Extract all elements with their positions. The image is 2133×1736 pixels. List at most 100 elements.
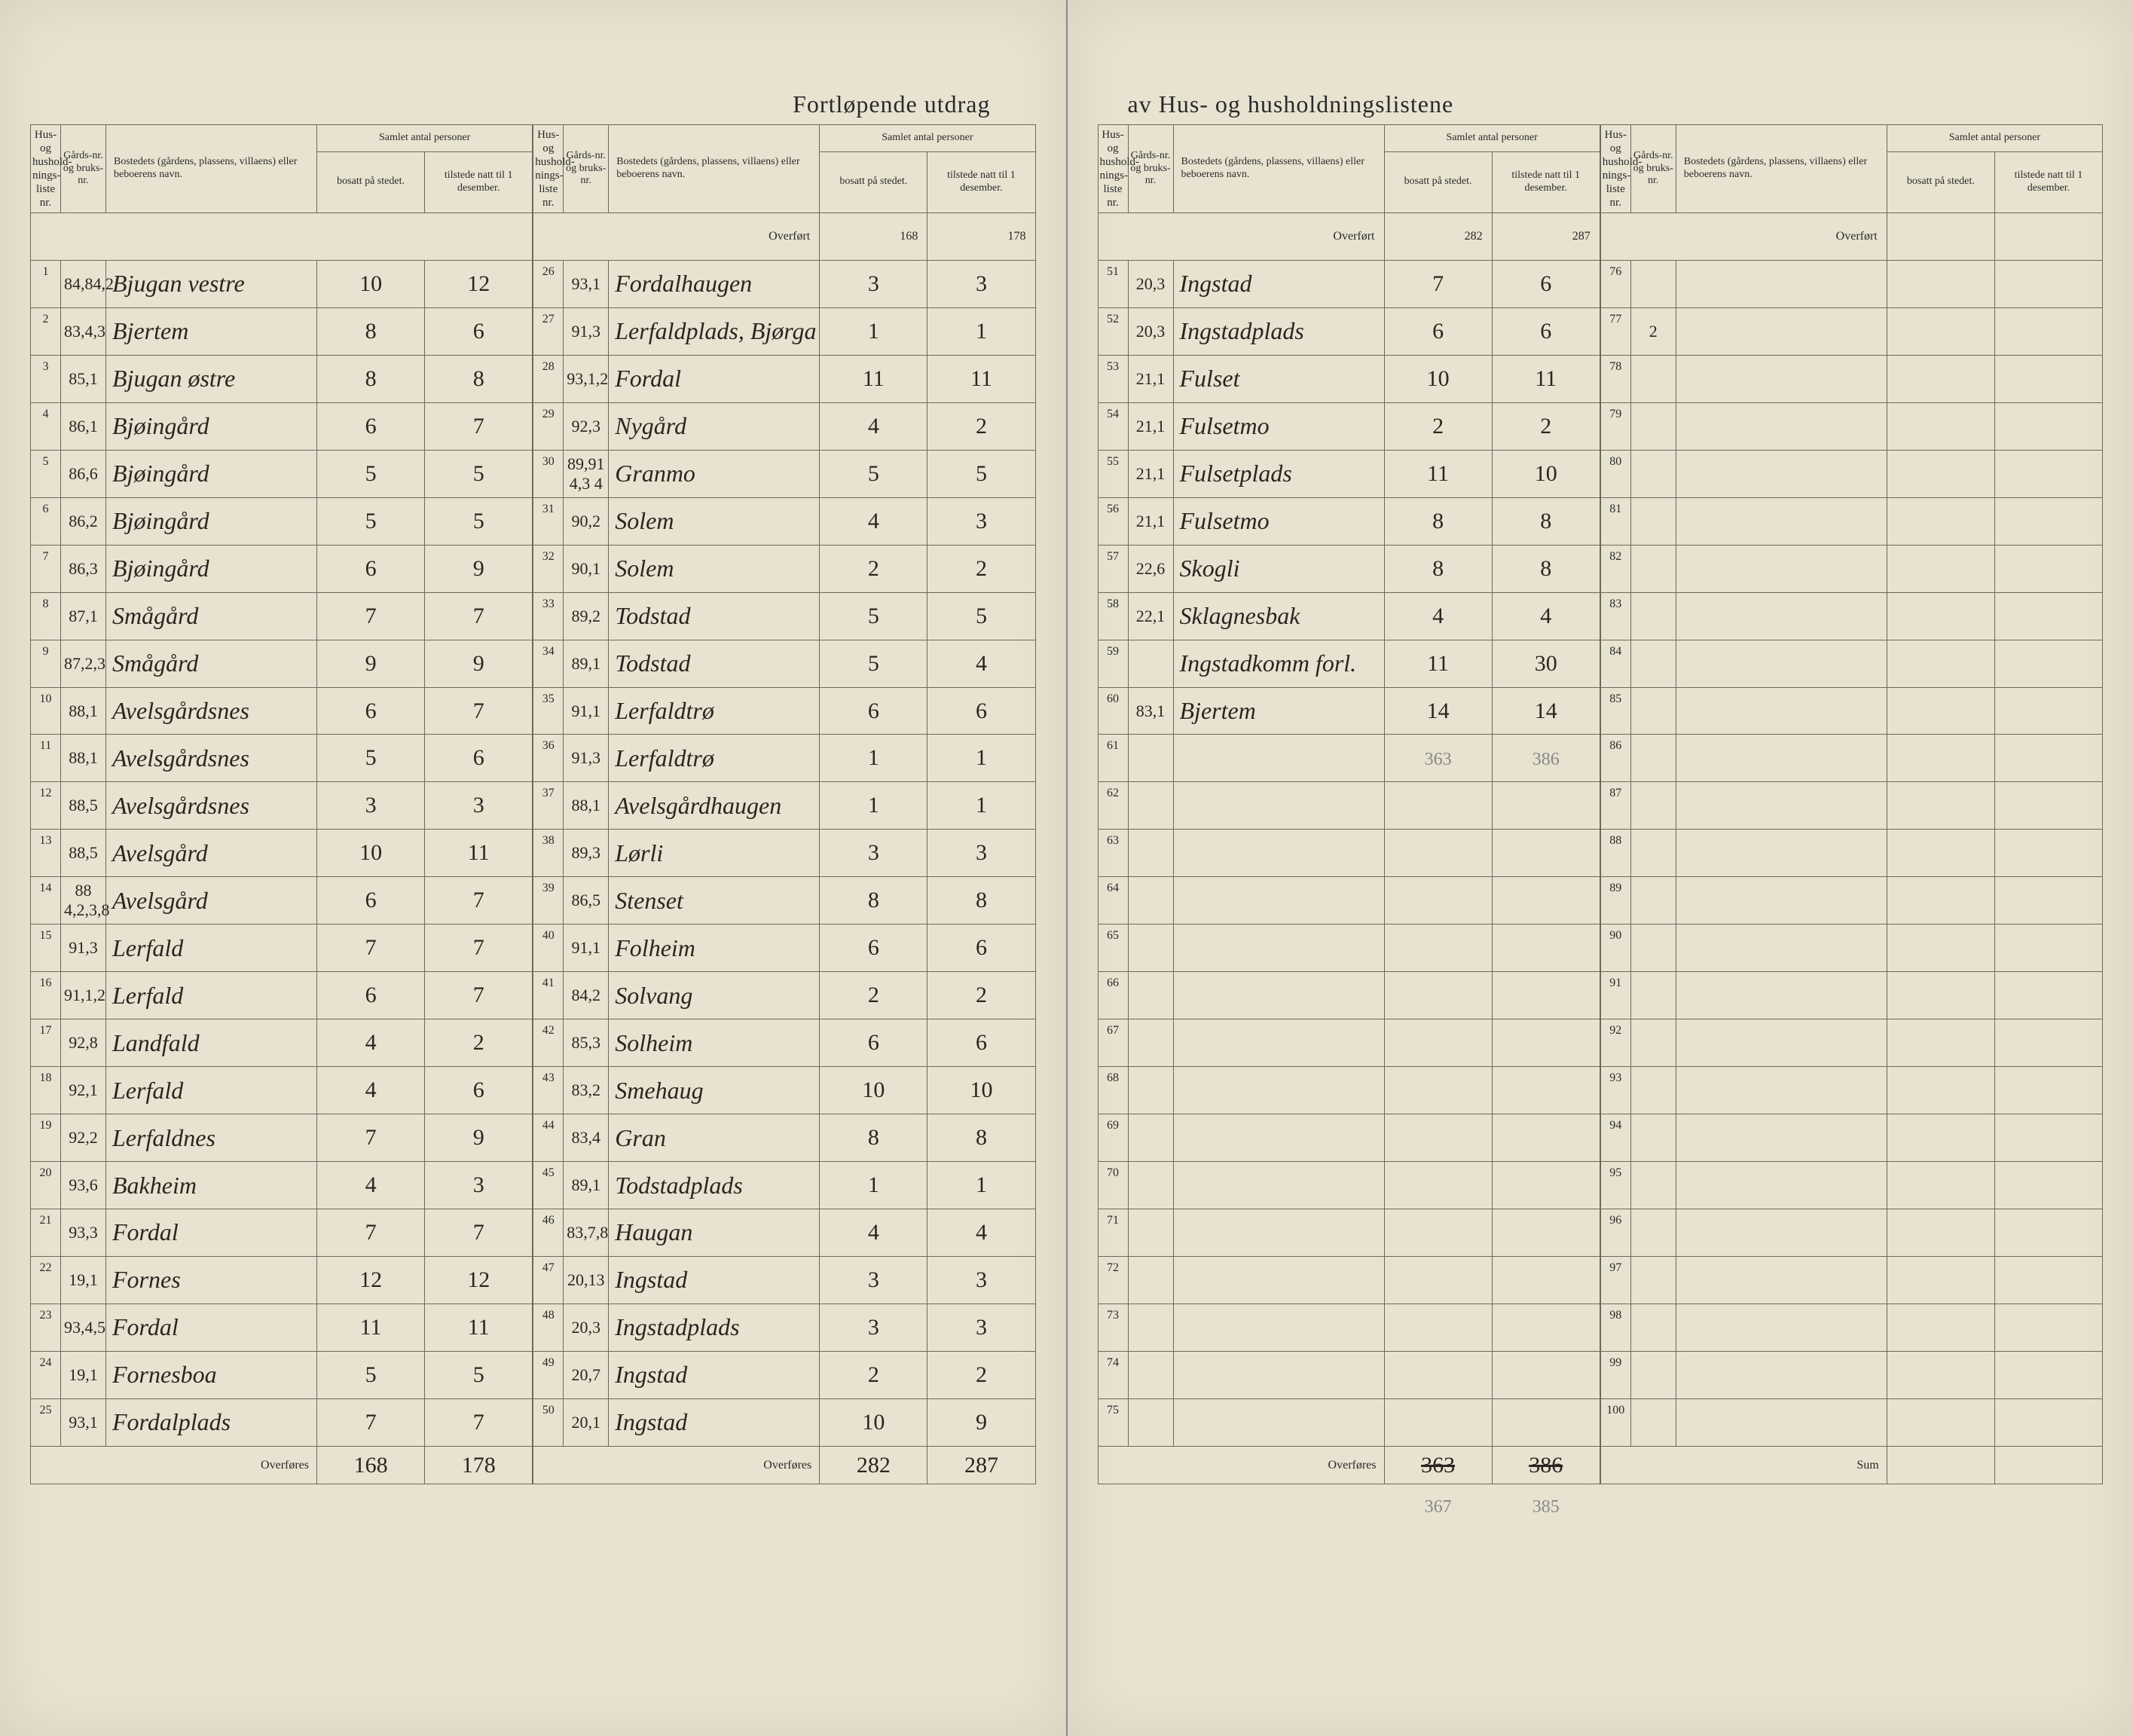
row-bosatt: 11	[1384, 640, 1492, 687]
row-nr: 74	[1098, 1351, 1128, 1398]
overfort-tilstede	[1994, 213, 2102, 261]
row-name	[1676, 1019, 1887, 1067]
table-row: 385,1Bjugan østre88	[31, 355, 533, 402]
row-gard: 87,1	[61, 592, 106, 640]
row-tilstede	[1492, 1304, 1600, 1351]
table-row: 1792,8Landfald42	[31, 1019, 533, 1067]
row-bosatt: 5	[317, 1351, 425, 1398]
row-bosatt	[1887, 640, 1994, 687]
row-nr: 4	[31, 402, 61, 450]
row-tilstede	[1994, 1256, 2102, 1304]
row-bosatt: 5	[317, 735, 425, 782]
row-bosatt: 6	[820, 687, 927, 735]
row-name: Todstad	[609, 640, 820, 687]
row-gard: 22,6	[1128, 545, 1173, 592]
row-tilstede: 3	[927, 830, 1035, 877]
row-nr: 53	[1098, 355, 1128, 402]
row-name: Lerfaldnes	[106, 1114, 317, 1162]
row-name: Bjøingård	[106, 450, 317, 497]
row-nr: 59	[1098, 640, 1128, 687]
row-nr: 3	[31, 355, 61, 402]
row-nr: 64	[1098, 877, 1128, 925]
header-tilstede: tilstede natt til 1 desember.	[425, 151, 533, 212]
row-name: Granmo	[609, 450, 820, 497]
row-tilstede: 30	[1492, 640, 1600, 687]
row-gard	[1128, 830, 1173, 877]
table-row: 5220,3Ingstadplads66	[1098, 307, 1600, 355]
row-tilstede: 5	[927, 592, 1035, 640]
row-gard: 19,1	[61, 1256, 106, 1304]
row-gard: 91,1,2	[61, 972, 106, 1019]
row-name: Nygård	[609, 402, 820, 450]
row-tilstede	[1994, 830, 2102, 877]
row-name	[1676, 735, 1887, 782]
row-tilstede	[1994, 972, 2102, 1019]
row-bosatt	[1887, 1114, 1994, 1162]
row-nr: 87	[1600, 782, 1630, 830]
row-tilstede	[1492, 1019, 1600, 1067]
table-row: 987,2,3Smågård99	[31, 640, 533, 687]
row-name: Gran	[609, 1114, 820, 1162]
row-name: Smågård	[106, 640, 317, 687]
row-tilstede: 2	[425, 1019, 533, 1067]
overfores-tilstede: 287	[927, 1447, 1035, 1484]
row-name	[1173, 830, 1384, 877]
row-nr: 90	[1600, 925, 1630, 972]
row-name: Sklagnesbak	[1173, 592, 1384, 640]
row-bosatt	[1384, 1256, 1492, 1304]
table-row: 3489,1Todstad54	[533, 640, 1035, 687]
table-row: 2992,3Nygård42	[533, 402, 1035, 450]
row-name	[1173, 735, 1384, 782]
row-tilstede: 10	[1492, 450, 1600, 497]
row-name	[1173, 1398, 1384, 1446]
row-name: Fordalplads	[106, 1398, 317, 1446]
row-nr: 69	[1098, 1114, 1128, 1162]
table-row: 67	[1098, 1019, 1600, 1067]
row-bosatt: 11	[1384, 450, 1492, 497]
row-nr: 39	[533, 877, 564, 925]
header-nr: Hus- og hushold-nings-liste nr.	[1600, 125, 1630, 213]
row-name	[1676, 355, 1887, 402]
table-row: 1288,5Avelsgårdsnes33	[31, 782, 533, 830]
row-bosatt: 6	[317, 545, 425, 592]
header-samlet: Samlet antal personer	[1887, 125, 2102, 152]
row-gard: 83,1	[1128, 687, 1173, 735]
row-gard: 85,3	[564, 1019, 609, 1067]
overfort-label: Overført	[1600, 213, 1887, 261]
sum-bosatt	[1887, 1447, 1994, 1484]
row-gard: 83,4	[564, 1114, 609, 1162]
row-name	[1676, 1114, 1887, 1162]
row-nr: 15	[31, 925, 61, 972]
row-name: Avelsgårdsnes	[106, 735, 317, 782]
table-body-col4: Overført 7677278798081828384858687888990…	[1600, 213, 2102, 1447]
row-bosatt: 5	[317, 497, 425, 545]
row-tilstede: 2	[927, 972, 1035, 1019]
row-nr: 30	[533, 450, 564, 497]
table-row: 89	[1600, 877, 2102, 925]
row-nr: 61	[1098, 735, 1128, 782]
row-tilstede: 7	[425, 1209, 533, 1257]
row-name: Bakheim	[106, 1162, 317, 1209]
row-tilstede	[1994, 402, 2102, 450]
row-gard	[1128, 1114, 1173, 1162]
row-nr: 36	[533, 735, 564, 782]
row-name	[1173, 1209, 1384, 1257]
left-page: Fortløpende utdrag Hus- og hushold-nings…	[0, 0, 1067, 1736]
row-nr: 33	[533, 592, 564, 640]
row-tilstede: 6	[1492, 307, 1600, 355]
table-row: 61363386	[1098, 735, 1600, 782]
left-columns: Hus- og hushold-nings-liste nr. Gårds-nr…	[30, 124, 1036, 1695]
table-row: 98	[1600, 1304, 2102, 1351]
row-bosatt	[1384, 972, 1492, 1019]
table-col1: Hus- og hushold-nings-liste nr. Gårds-nr…	[30, 124, 533, 1466]
table-row: 66	[1098, 972, 1600, 1019]
table-row: 2693,1Fordalhaugen33	[533, 260, 1035, 307]
row-gard: 93,1,2	[564, 355, 609, 402]
header-bosted: Bostedets (gårdens, plassens, villaens) …	[106, 125, 317, 213]
row-nr: 82	[1600, 545, 1630, 592]
row-nr: 14	[31, 877, 61, 925]
row-bosatt: 3	[820, 1256, 927, 1304]
table-row: 79	[1600, 402, 2102, 450]
header-nr: Hus- og hushold-nings-liste nr.	[1098, 125, 1128, 213]
row-name	[1173, 1304, 1384, 1351]
